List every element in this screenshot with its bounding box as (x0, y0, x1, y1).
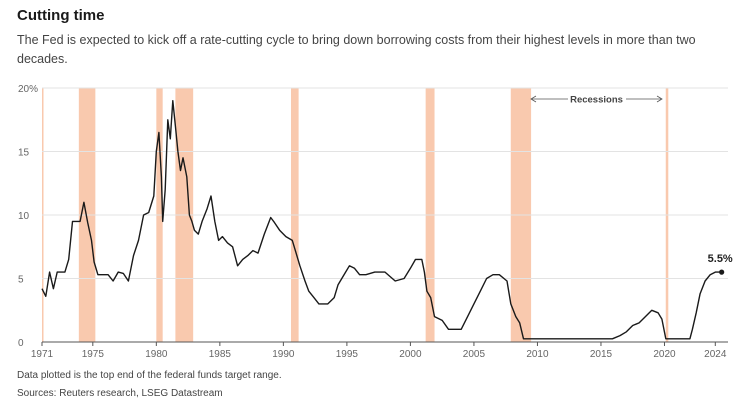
y-tick-label: 15 (18, 148, 30, 159)
x-tick-label: 2000 (399, 349, 422, 360)
end-value-label: 5.5% (708, 253, 733, 265)
recessions-arrowhead-left (530, 95, 537, 103)
x-tick-label: 2020 (653, 349, 676, 360)
y-tick-label: 0 (18, 338, 24, 349)
chart-footnote: Data plotted is the top end of the feder… (17, 370, 282, 381)
y-axis-ticks: 0 5 10 15 20% (18, 84, 38, 349)
x-tick-label: 1971 (31, 349, 54, 360)
chart-source: Sources: Reuters research, LSEG Datastre… (17, 388, 223, 399)
x-tick-label: 2024 (704, 349, 727, 360)
x-tick-label: 2015 (590, 349, 613, 360)
recessions-arrowhead-right (656, 95, 663, 103)
y-tick-label: 5 (18, 275, 24, 286)
series-lines (41, 100, 725, 340)
x-tick-label: 2005 (463, 349, 486, 360)
x-tick-label: 1975 (82, 349, 105, 360)
series-line (41, 100, 722, 340)
x-tick-label: 1990 (272, 349, 295, 360)
chart-title: Cutting time (17, 7, 105, 24)
recessions-label: Recessions (570, 95, 623, 106)
annotations: 5.5% Recessions (530, 95, 733, 265)
end-point (719, 269, 725, 275)
x-tick-label: 1980 (145, 349, 168, 360)
x-axis: 1971 1975 1980 1985 1990 1995 2000 2005 2010 2015… (31, 342, 727, 360)
x-tick-label: 2010 (526, 349, 549, 360)
y-tick-label: 20% (18, 84, 38, 95)
x-tick-label: 1995 (336, 349, 359, 360)
x-tick-label: 1985 (209, 349, 232, 360)
chart-subtitle: The Fed is expected to kick off a rate-c… (17, 33, 696, 66)
y-tick-label: 10 (18, 211, 30, 222)
